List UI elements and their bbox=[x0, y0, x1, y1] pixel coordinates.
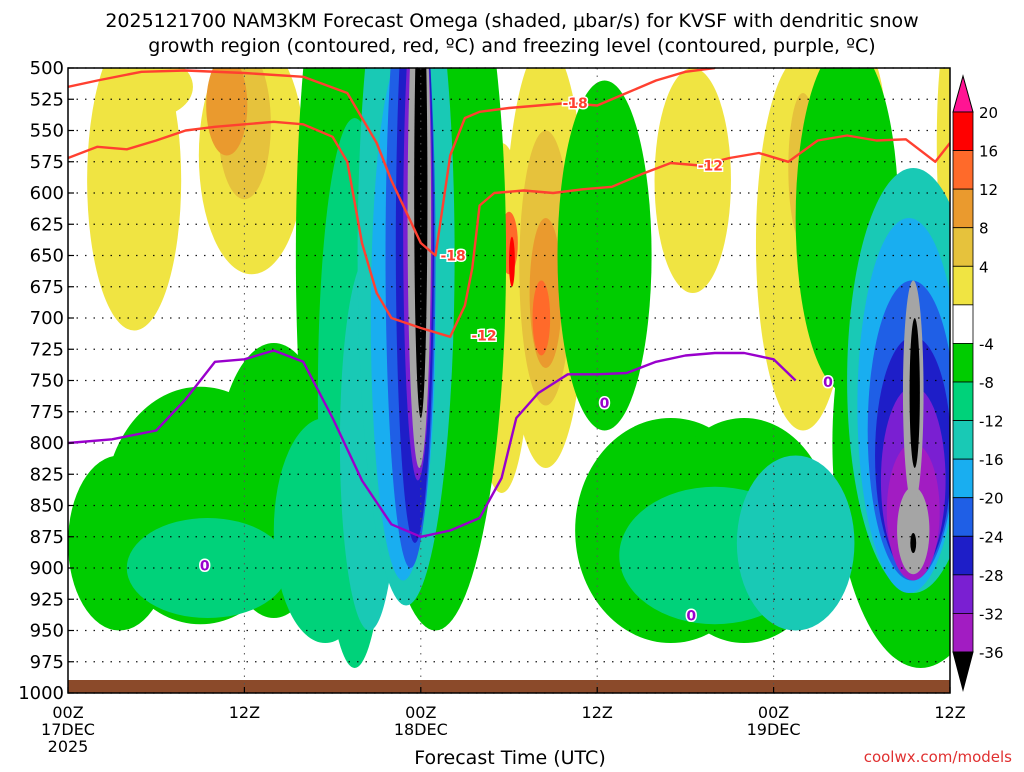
omega-region-56 bbox=[910, 533, 917, 553]
y-tick-label: 975 bbox=[30, 652, 64, 673]
y-tick-label: 575 bbox=[30, 152, 64, 173]
watermark: coolwx.com/models bbox=[864, 748, 1012, 766]
colorbar-box-2 bbox=[952, 188, 974, 229]
colorbar-box-9 bbox=[952, 458, 974, 499]
colorbar-label: -20 bbox=[979, 490, 1004, 508]
colorbar-box-5 bbox=[952, 304, 974, 344]
x-tick-year: 2025 bbox=[48, 737, 89, 756]
x-tick-date: 19DEC bbox=[747, 720, 801, 739]
y-tick-label: 675 bbox=[30, 277, 64, 298]
contour-line-2 bbox=[68, 68, 715, 257]
colorbar-label: -12 bbox=[979, 413, 1004, 431]
contour-line-1 bbox=[68, 120, 950, 338]
chart-title-line1: 2025121700 NAM3KM Forecast Omega (shaded… bbox=[105, 10, 918, 32]
y-tick-label: 625 bbox=[30, 214, 64, 235]
contour-label: -12 bbox=[471, 329, 496, 345]
y-tick-label: 725 bbox=[30, 339, 64, 360]
x-tick-label: 00Z bbox=[758, 703, 789, 722]
y-tick-label: 850 bbox=[30, 496, 64, 517]
y-tick-label: 600 bbox=[30, 183, 64, 204]
colorbar: 20 16 12 8 4 -4 -8 -12 -16 -20 -24 -28 -32 -36 bbox=[952, 74, 1004, 692]
y-tick-label: 800 bbox=[30, 433, 64, 454]
colorbar-box-13 bbox=[952, 613, 974, 653]
omega-region-34 bbox=[126, 518, 289, 618]
omega-region-0 bbox=[87, 68, 182, 331]
colorbar-label: -24 bbox=[979, 528, 1004, 546]
x-tick-label: 12Z bbox=[582, 703, 613, 722]
omega-region-13 bbox=[206, 68, 248, 156]
y-tick-label: 500 bbox=[30, 58, 64, 79]
omega-region-6 bbox=[654, 68, 731, 293]
contour-label: 0 bbox=[823, 375, 833, 391]
colorbar-label: 20 bbox=[979, 104, 998, 122]
colorbar-label: 16 bbox=[979, 143, 998, 161]
contour-line-0 bbox=[68, 349, 797, 538]
y-axis: 500 525 550 575 600 625 650 675 700 725 750 775 800 8… bbox=[18, 58, 74, 704]
y-tick-label: 1000 bbox=[18, 683, 64, 704]
y-tick-label: 775 bbox=[30, 402, 64, 423]
colorbar-label: 12 bbox=[979, 181, 998, 199]
y-tick-label: 700 bbox=[30, 308, 64, 329]
omega-region-51 bbox=[897, 486, 930, 575]
colorbar-box-10 bbox=[952, 497, 974, 537]
contour-label: -18 bbox=[440, 249, 465, 265]
y-tick-label: 925 bbox=[30, 589, 64, 610]
omega-region-19 bbox=[532, 280, 551, 356]
y-tick-label: 525 bbox=[30, 89, 64, 110]
omega-region-37 bbox=[736, 455, 855, 631]
colorbar-label: -32 bbox=[979, 605, 1004, 623]
colorbar-box-6 bbox=[952, 343, 974, 383]
x-tick-date: 18DEC bbox=[394, 720, 448, 739]
colorbar-box-0 bbox=[952, 111, 974, 151]
x-tick-label: 00Z bbox=[405, 703, 436, 722]
y-tick-label: 950 bbox=[30, 621, 64, 642]
x-tick-label: 12Z bbox=[934, 703, 965, 722]
colorbar-box-8 bbox=[952, 420, 974, 460]
colorbar-label: 8 bbox=[979, 220, 989, 238]
contour-label: 0 bbox=[200, 559, 210, 575]
colorbar-label: -36 bbox=[979, 644, 1004, 662]
colorbar-box-12 bbox=[952, 574, 974, 614]
colorbar-box-4 bbox=[952, 265, 974, 306]
contour-label: 0 bbox=[600, 396, 610, 412]
contour-label: -12 bbox=[698, 159, 723, 175]
colorbar-box-1 bbox=[952, 150, 974, 190]
colorbar-label: -16 bbox=[979, 451, 1004, 469]
contour-label: 0 bbox=[686, 609, 696, 625]
colorbar-box-3 bbox=[952, 227, 974, 267]
colorbar-label: -8 bbox=[979, 374, 994, 392]
y-tick-label: 875 bbox=[30, 527, 64, 548]
y-tick-label: 550 bbox=[30, 121, 64, 142]
contour-lines bbox=[68, 68, 950, 538]
chart-title-line2: growth region (contoured, red, ºC) and f… bbox=[148, 35, 875, 57]
omega-region-21 bbox=[509, 236, 515, 287]
omega-region-55 bbox=[909, 318, 920, 468]
ground-terrain bbox=[68, 680, 950, 693]
y-tick-label: 750 bbox=[30, 371, 64, 392]
x-axis-title: Forecast Time (UTC) bbox=[414, 747, 605, 768]
contour-labels: 0 0 0 0 -18 -12 -18 -12 bbox=[198, 95, 834, 627]
colorbar-label: -28 bbox=[979, 567, 1004, 585]
contour-label: -18 bbox=[563, 96, 588, 112]
omega-shading bbox=[68, 68, 950, 668]
x-tick-label: 12Z bbox=[229, 703, 260, 722]
y-tick-label: 825 bbox=[30, 464, 64, 485]
colorbar-box-7 bbox=[952, 381, 974, 421]
x-tick-label: 00Z bbox=[52, 703, 83, 722]
colorbar-label: -4 bbox=[979, 335, 994, 353]
y-tick-label: 650 bbox=[30, 246, 64, 267]
y-tick-label: 900 bbox=[30, 558, 64, 579]
colorbar-label: 4 bbox=[979, 258, 989, 276]
x-tick-date: 17DEC bbox=[41, 720, 95, 739]
colorbar-box-11 bbox=[952, 535, 974, 576]
colorbar-bottom-arrow bbox=[952, 651, 974, 692]
omega-region-11 bbox=[104, 68, 193, 118]
